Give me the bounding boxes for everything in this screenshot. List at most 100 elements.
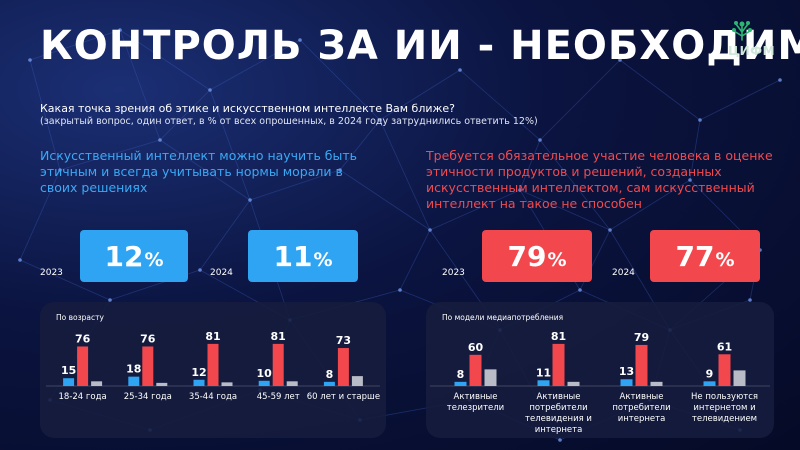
network-line (699, 79, 781, 121)
category-label: 35-44 года (189, 392, 237, 402)
network-node (458, 68, 462, 72)
category-label-line: 18-24 года (59, 392, 107, 402)
bar (221, 382, 233, 386)
opinion-human-required: Требуется обязательное участие человека … (426, 148, 773, 211)
bar (142, 346, 154, 386)
network-line (399, 229, 431, 291)
bar (323, 381, 335, 386)
badge-2024-right: 77% (650, 230, 760, 282)
network-node (108, 298, 112, 302)
bar-value-label: 60 (468, 341, 484, 354)
category-label-line: 35-44 года (189, 392, 237, 402)
network-node (248, 198, 252, 202)
network-line (29, 59, 61, 171)
network-line (299, 39, 381, 121)
category-label-line: телевидения и (525, 414, 592, 424)
network-node (298, 38, 302, 42)
network-line (59, 139, 161, 171)
badge-value: 77 (675, 239, 715, 273)
network-node (28, 58, 32, 62)
category-label: 60 лет и старше (307, 392, 380, 402)
network-node (208, 88, 212, 92)
bar-value-label: 12 (191, 366, 206, 379)
badge-2023-right: 79% (482, 230, 592, 282)
network-node (748, 298, 752, 302)
network-line (199, 199, 251, 271)
logo-tree-icon (732, 21, 752, 41)
bar-value-label: 15 (61, 364, 76, 377)
network-node (778, 78, 782, 82)
network-line (119, 29, 211, 91)
category-label: Активные телезрители (447, 392, 504, 413)
bar (537, 380, 550, 386)
bar-value-label: 76 (140, 332, 156, 345)
network-node (578, 288, 582, 292)
bar (733, 370, 746, 386)
network-node (688, 178, 692, 182)
category-label: Активные потребители интернета (612, 392, 670, 424)
network-line (519, 139, 541, 191)
badge-value: 12 (104, 239, 144, 273)
question: Какая точка зрения об этике и искусствен… (40, 102, 456, 115)
category-label-line: 45-59 лет (257, 392, 300, 402)
bar (272, 343, 284, 386)
bar-value-label: 8 (457, 368, 465, 381)
media-chart-panel: По модели медиапотребления 8 60 Активные те… (426, 302, 774, 438)
year-label-2024-left: 2024 (210, 268, 233, 278)
network-line (459, 69, 541, 141)
bar (469, 354, 482, 386)
network-node (428, 228, 432, 232)
category-label: Не пользуются интернетом и телевидением (691, 392, 758, 424)
bar (552, 343, 565, 386)
category-label-line: телезрители (447, 403, 504, 413)
bar-value-label: 73 (336, 334, 351, 347)
category-label-line: Активные (537, 392, 581, 402)
network-node (538, 138, 542, 142)
bar (703, 381, 716, 386)
category-label-line: Активные (620, 392, 664, 402)
bar (128, 376, 140, 386)
network-line (519, 189, 611, 231)
network-line (379, 69, 461, 121)
category-label: 18-24 года (59, 392, 107, 402)
badge-unit: % (547, 249, 567, 271)
category-label-line: Не пользуются (691, 392, 758, 402)
bar (207, 343, 219, 386)
network-node (118, 28, 122, 32)
bar (620, 379, 633, 386)
logo-text: ЦИФМ (728, 44, 776, 58)
bar (718, 354, 731, 386)
bar (484, 369, 497, 386)
network-line (159, 139, 251, 201)
network-node (158, 138, 162, 142)
bar (156, 382, 168, 386)
network-line (339, 119, 381, 171)
network-line (209, 89, 251, 201)
year-label-2023-right: 2023 (442, 268, 465, 278)
network-line (159, 89, 211, 141)
network-node (378, 118, 382, 122)
network-line (249, 169, 341, 201)
bar (635, 344, 648, 386)
bar-value-label: 13 (619, 365, 634, 378)
network-line (19, 169, 61, 261)
category-label-line: телевидением (692, 414, 757, 424)
bar-value-label: 11 (536, 366, 551, 379)
bar-value-label: 10 (257, 367, 273, 380)
age-bar-chart: 15 76 18-24 года 18 76 25-34 года 12 81 35-44 го… (46, 330, 380, 402)
age-chart-panel: По возрасту 15 76 18-24 года 18 76 25-34 года… (40, 302, 386, 438)
badge-unit: % (144, 249, 164, 271)
category-label-line: 60 лет и старше (307, 392, 380, 402)
bar (650, 381, 663, 386)
network-line (539, 59, 621, 141)
badge-2024-left: 11% (248, 230, 358, 282)
network-line (429, 189, 521, 231)
network-line (379, 119, 431, 231)
bar (91, 381, 103, 386)
bar (63, 378, 75, 386)
network-line (339, 169, 431, 231)
bar (77, 346, 89, 386)
bar-value-label: 9 (706, 367, 714, 380)
network-line (19, 259, 111, 301)
